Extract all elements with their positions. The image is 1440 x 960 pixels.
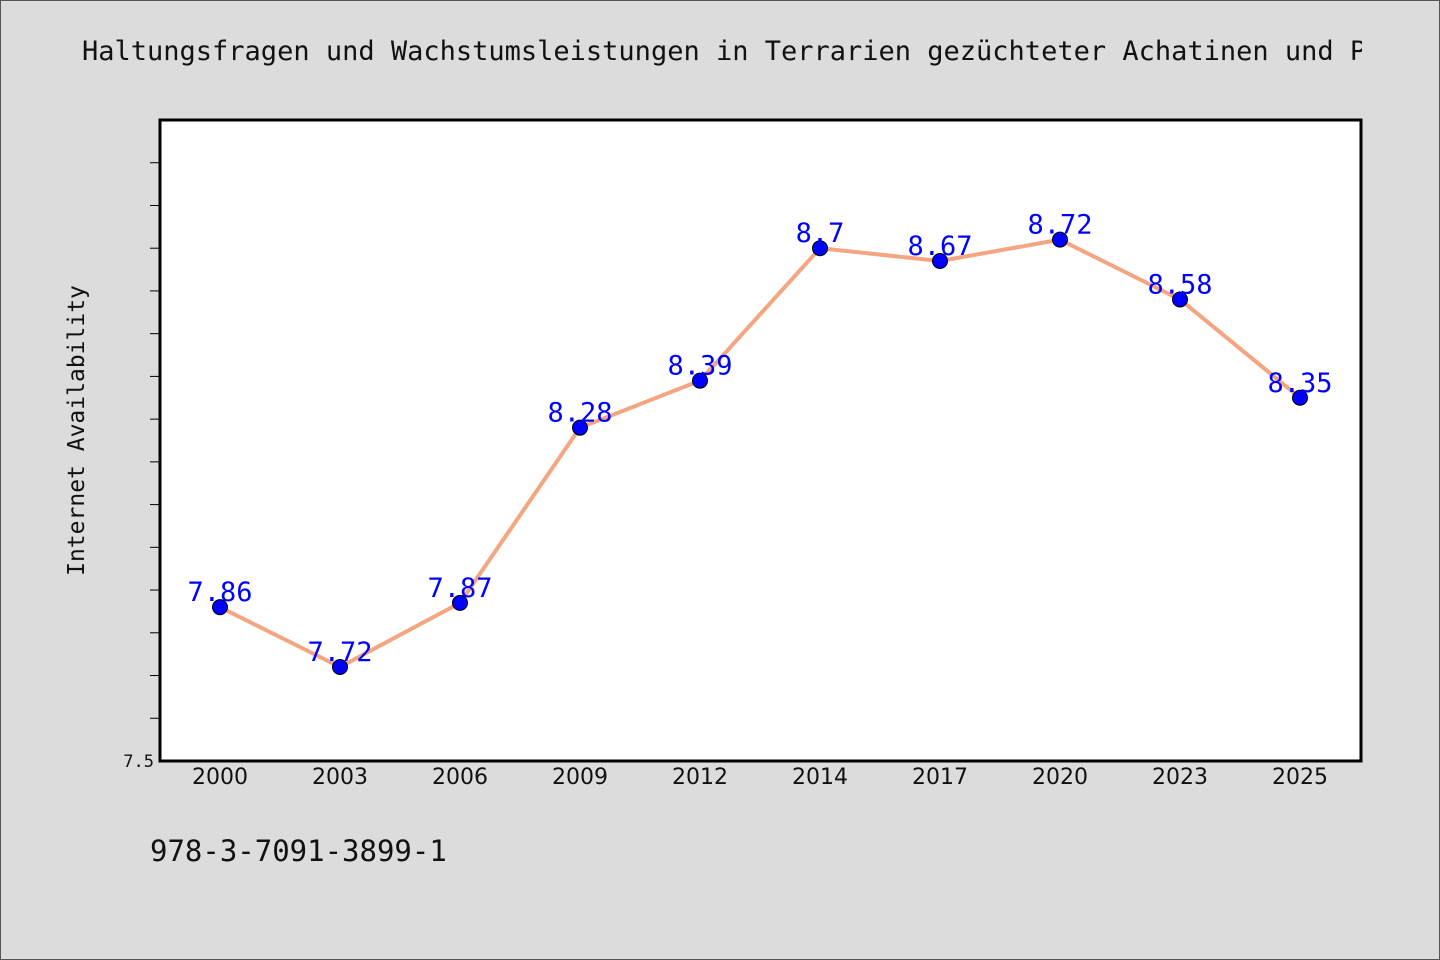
x-tick-label: 2020 xyxy=(1032,765,1088,790)
data-markers xyxy=(212,231,1308,675)
data-point xyxy=(1172,291,1188,308)
data-point xyxy=(1292,389,1308,406)
x-tick-label: 2025 xyxy=(1272,765,1328,790)
x-axis-tick-labels: 2000 2003 2006 2009 2012 2014 2017 2020 2023 2025 xyxy=(192,765,1328,790)
y-tick-label: 7.5 xyxy=(123,752,154,772)
data-point xyxy=(692,372,708,389)
y-axis-ticks xyxy=(150,162,160,719)
data-point xyxy=(212,599,228,616)
data-label: 8.39 xyxy=(667,351,732,382)
data-label: 8.72 xyxy=(1027,210,1092,241)
data-label: 7.86 xyxy=(187,577,252,608)
x-tick-label: 2009 xyxy=(552,765,608,790)
data-label: 7.72 xyxy=(307,637,372,668)
chart-title: Haltungsfragen und Wachstumsleistungen i… xyxy=(82,36,1362,67)
x-tick-label: 2006 xyxy=(432,765,488,790)
x-tick-label: 2012 xyxy=(672,765,728,790)
data-point xyxy=(332,658,348,675)
series-line-group xyxy=(219,237,1302,669)
x-tick-label: 2000 xyxy=(192,765,248,790)
data-label: 8.35 xyxy=(1267,368,1332,399)
data-point xyxy=(1052,231,1068,248)
y-axis-tick-labels: 7.5 xyxy=(123,752,154,772)
data-point xyxy=(812,240,828,257)
data-label: 8.67 xyxy=(907,231,972,262)
isbn-footnote: 978-3-7091-3899-1 xyxy=(150,834,447,868)
data-label: 8.7 xyxy=(796,218,845,249)
data-label: 8.28 xyxy=(547,398,612,429)
data-label: 7.87 xyxy=(427,573,492,604)
x-tick-label: 2017 xyxy=(912,765,968,790)
series-line xyxy=(219,237,1302,669)
data-label: 8.58 xyxy=(1147,269,1212,300)
data-labels: 7.86 7.72 7.87 8.28 8.39 8.7 8.67 8.72 8.58 8.35 xyxy=(187,210,1332,668)
x-tick-label: 2003 xyxy=(312,765,368,790)
x-tick-label: 2014 xyxy=(792,765,848,790)
data-point xyxy=(452,594,468,611)
data-point xyxy=(572,419,588,436)
y-axis-label: Internet Availability xyxy=(64,285,90,576)
data-point xyxy=(932,253,948,270)
x-tick-label: 2023 xyxy=(1152,765,1208,790)
